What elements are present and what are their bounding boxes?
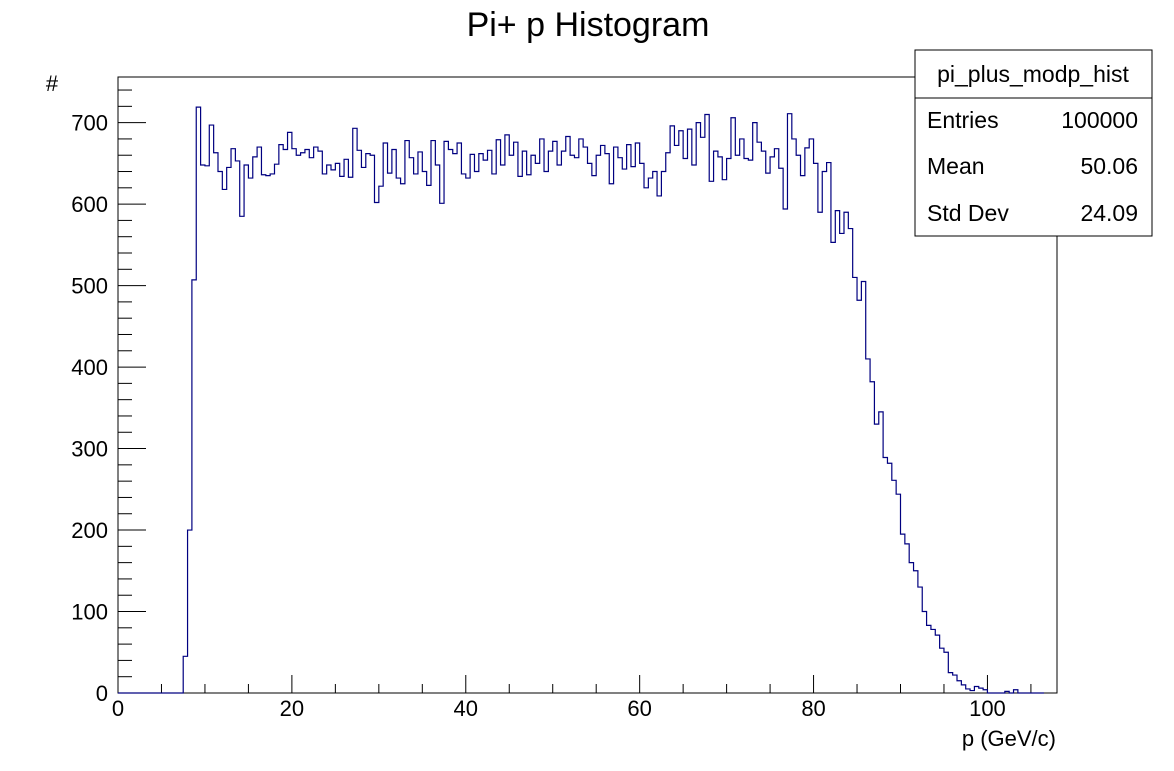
stats-box: pi_plus_modp_hist Entries 100000 Mean 50…	[914, 49, 1153, 237]
stats-mean-label: Mean	[927, 153, 985, 179]
chart-title: Pi+ p Histogram	[467, 6, 710, 44]
stats-mean-value: 50.06	[1080, 153, 1138, 179]
y-tick-label: 600	[71, 192, 108, 217]
x-tick-label: 20	[280, 696, 304, 721]
x-tick-label: 100	[969, 696, 1006, 721]
y-axis-ticks: 0 100 200 300 400 500 600 700	[71, 89, 146, 706]
x-tick-label: 60	[627, 696, 651, 721]
y-tick-label: 200	[71, 518, 108, 543]
plot-frame	[117, 76, 1058, 694]
stats-box-frame	[914, 49, 1153, 237]
y-tick-label: 400	[71, 355, 108, 380]
y-tick-label: 0	[96, 681, 108, 706]
x-axis-ticks: 0 20 40 60 80 100	[112, 675, 1032, 721]
y-tick-label: 300	[71, 437, 108, 462]
x-tick-label: 40	[454, 696, 478, 721]
stats-stddev-value: 24.09	[1080, 200, 1138, 226]
x-tick-label: 80	[801, 696, 825, 721]
x-axis-label: p (GeV/c)	[962, 726, 1056, 751]
y-tick-label: 500	[71, 274, 108, 299]
y-axis-label: #	[46, 71, 59, 96]
y-tick-label: 100	[71, 600, 108, 625]
stats-entries-label: Entries	[927, 107, 999, 133]
x-tick-label: 0	[112, 696, 124, 721]
stats-entries-value: 100000	[1061, 107, 1138, 133]
stats-name: pi_plus_modp_hist	[937, 61, 1129, 87]
histogram-series	[118, 106, 1044, 694]
stats-stddev-label: Std Dev	[927, 200, 1009, 226]
y-tick-label: 700	[71, 111, 108, 136]
